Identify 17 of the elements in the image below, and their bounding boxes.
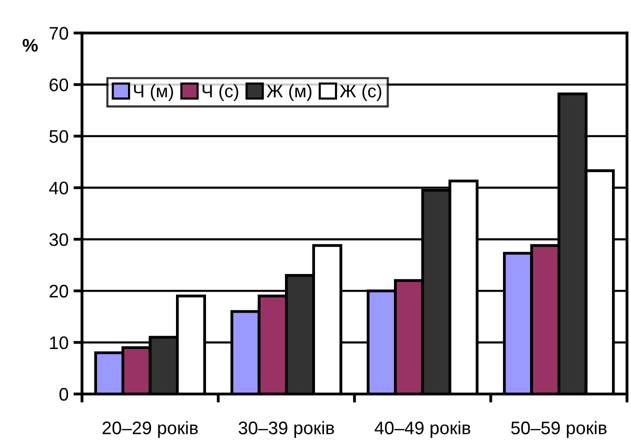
y-tick-label: 40 xyxy=(49,182,68,194)
x-tick-label: 40–49 років xyxy=(374,421,470,438)
legend-label: Ч (м) xyxy=(134,84,174,102)
y-tick-label: 60 xyxy=(50,78,68,92)
x-tick-label: 50–59 років xyxy=(511,421,606,438)
y-tick-label: 50 xyxy=(49,130,68,143)
y-axis-title: % xyxy=(22,38,38,52)
x-tick-label: 20–29 років xyxy=(102,421,198,438)
y-tick-label: 10 xyxy=(50,336,68,350)
y-tick-label: 20 xyxy=(50,284,68,298)
legend-label: Ж (м) xyxy=(266,84,312,102)
x-tick-label: 30–39 років xyxy=(238,421,334,438)
legend-label: Ч (с) xyxy=(202,84,238,102)
y-tick-label: 30 xyxy=(49,233,68,246)
y-tick-label: 70 xyxy=(50,26,68,40)
legend-label: Ж (с) xyxy=(340,84,382,102)
y-tick-label: 0 xyxy=(59,388,68,401)
